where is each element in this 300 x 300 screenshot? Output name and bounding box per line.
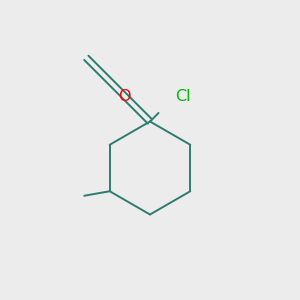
Text: Cl: Cl xyxy=(175,88,191,104)
Text: O: O xyxy=(118,88,131,104)
